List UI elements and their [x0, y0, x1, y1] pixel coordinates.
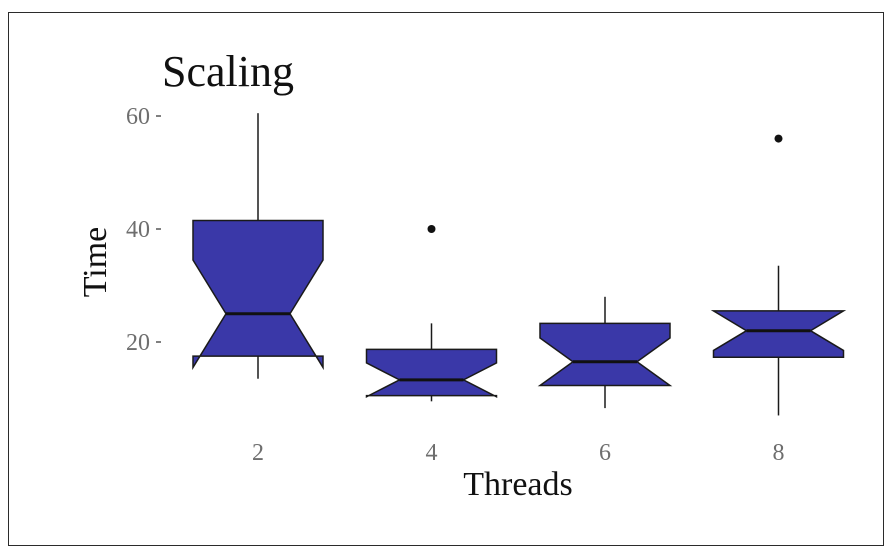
box-4 [365, 225, 498, 402]
outlier-point [774, 134, 783, 143]
x-tick-label: 2 [252, 440, 264, 466]
box-body [192, 219, 324, 371]
box-body [710, 310, 847, 359]
y-axis-title: Time [77, 227, 114, 298]
x-tick-label: 4 [426, 440, 438, 466]
x-axis: 2 4 6 8 [252, 440, 785, 466]
x-tick-label: 8 [773, 440, 785, 466]
x-tick-label: 6 [599, 440, 611, 466]
y-tick-label: 60 [126, 104, 150, 130]
y-tick-label: 20 [126, 330, 150, 356]
box-2 [192, 113, 324, 379]
chart-frame [8, 12, 884, 546]
box-group [192, 113, 847, 416]
box-8 [710, 134, 847, 416]
box-body [537, 322, 673, 387]
x-axis-title: Threads [463, 466, 573, 503]
outlier-point [427, 225, 436, 233]
y-axis: 20 40 60 [126, 104, 161, 356]
box-body [365, 348, 498, 399]
box-6 [537, 296, 673, 409]
y-tick-label: 40 [126, 217, 150, 243]
chart-title: Scaling [162, 47, 294, 96]
